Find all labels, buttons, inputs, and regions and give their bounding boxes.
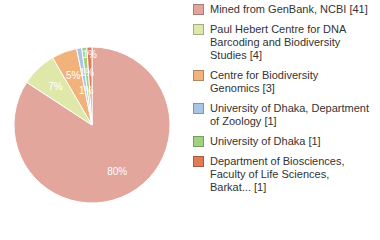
html-text:Centre for Biodiversity Genomi: Centre for Biodiversity Genomics [3] [210, 69, 319, 94]
svg-text:7%: 7% [48, 81, 63, 92]
svg-text:1%: 1% [79, 85, 94, 96]
html-text:Department of Biosciences, Fac: Department of Biosciences, Faculty of Li… [210, 155, 345, 193]
html-text:University of Dhaka [1]: University of Dhaka [1] [210, 135, 321, 147]
html-text:University of Dhaka, Departmen: University of Dhaka, Department of Zoolo… [210, 102, 369, 127]
svg-text:1%: 1% [80, 67, 95, 78]
html-text:Paul Hebert Centre for DNA Bar: Paul Hebert Centre for DNA Barcoding and… [210, 23, 346, 61]
svg-text:5%: 5% [66, 70, 81, 81]
svg-text:80%: 80% [107, 166, 127, 177]
html-text:Mined from GenBank, NCBI [41]: Mined from GenBank, NCBI [41] [210, 3, 368, 15]
svg-text:1%: 1% [82, 49, 97, 60]
